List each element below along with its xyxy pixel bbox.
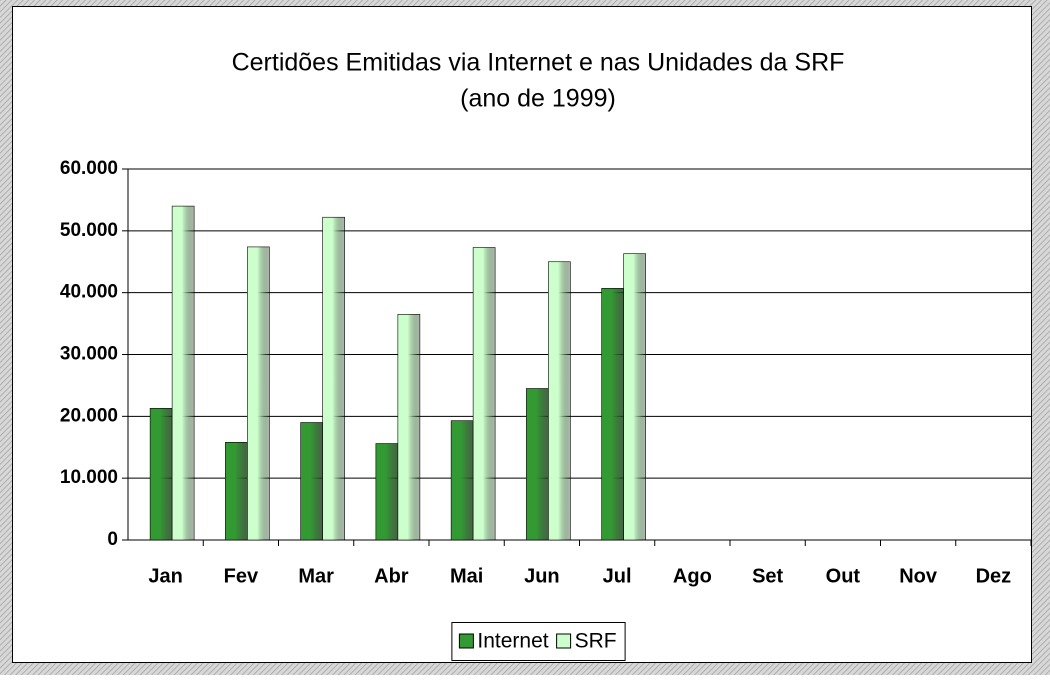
x-tick-label: Fev: [224, 565, 259, 587]
y-tick-label: 60.000: [60, 158, 118, 179]
legend-box: [451, 622, 626, 661]
bar: [225, 442, 248, 541]
x-tick-label: Jan: [148, 565, 182, 587]
bar: [601, 288, 624, 541]
bar: [526, 388, 549, 541]
x-tick-label: Ago: [673, 565, 712, 587]
chart-subtitle: (ano de 1999): [460, 85, 616, 113]
bar: [171, 205, 195, 541]
bar: [472, 247, 496, 541]
chart-title: Certidões Emitidas via Internet e nas Un…: [232, 49, 845, 77]
legend-label: SRF: [575, 630, 617, 653]
x-tick-label: Nov: [899, 565, 938, 587]
x-tick-label: Dez: [976, 565, 1012, 587]
x-tick-label: Out: [826, 565, 861, 587]
bar: [623, 253, 646, 541]
bar: [322, 216, 345, 541]
x-tick-label: Set: [752, 565, 783, 587]
legend-swatch: [458, 633, 474, 649]
y-tick-label: 40.000: [60, 282, 118, 303]
x-tick-label: Mar: [298, 565, 334, 587]
bar: [149, 407, 173, 541]
bar: [300, 422, 323, 541]
y-tick-label: 30.000: [60, 344, 118, 365]
bar: [450, 420, 474, 541]
bar: [247, 246, 270, 541]
y-tick-label: 50.000: [60, 220, 118, 241]
bar: [397, 314, 421, 541]
legend: Internet SRF: [451, 622, 626, 661]
x-tick-label: Mai: [450, 565, 483, 587]
x-tick-label: Jul: [603, 565, 632, 587]
x-tick-label: Jun: [524, 565, 560, 587]
x-tick-label: Abr: [374, 565, 409, 587]
bar: [375, 443, 399, 541]
legend-swatch: [556, 633, 572, 649]
legend-label: Internet: [477, 630, 548, 653]
bar: [548, 261, 571, 541]
y-tick-label: 0: [107, 529, 118, 550]
y-tick-label: 10.000: [60, 467, 118, 488]
y-tick-label: 20.000: [60, 405, 118, 426]
